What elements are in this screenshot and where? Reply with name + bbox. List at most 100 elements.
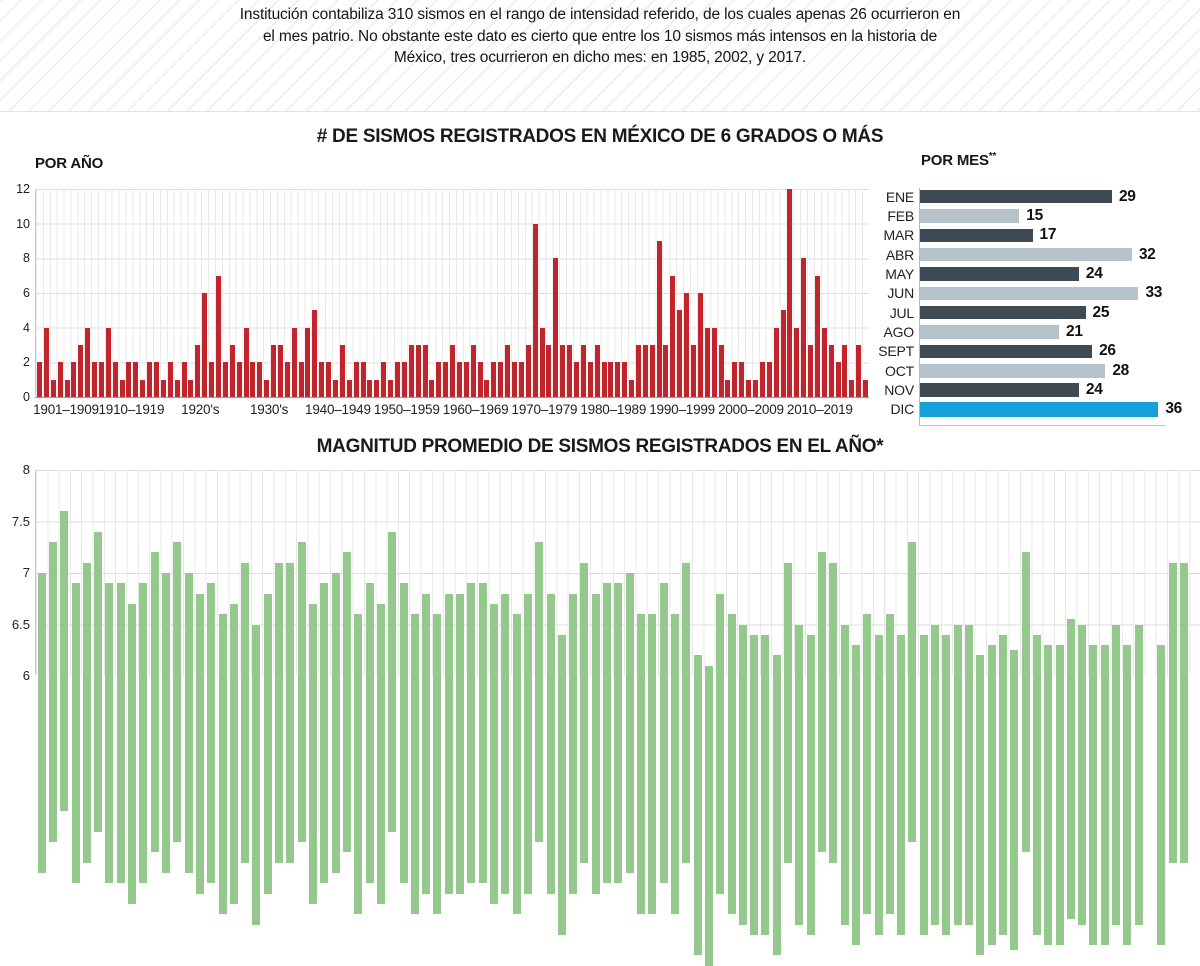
annual-bar-1975 [546, 345, 552, 397]
annual-ytick-0: 0 [23, 390, 30, 404]
month-value-may: 24 [1085, 265, 1103, 283]
annual-bar-2005 [752, 379, 758, 397]
magnitude-bar-1949 [580, 562, 589, 863]
annual-bar-1993 [670, 275, 676, 397]
magnitude-bar-1908 [116, 583, 125, 884]
annual-bar-2002 [732, 362, 738, 397]
annual-bar-1914 [126, 362, 132, 397]
magnitude-bar-1967 [784, 562, 793, 863]
month-bar-mar [920, 228, 1033, 243]
magnitude-bar-1919 [241, 562, 250, 863]
annual-decade-label-1: 1901–1909 [33, 402, 99, 417]
intro-line-2: el mes patrio. No obstante este dato es … [262, 27, 938, 45]
annual-bar-2010 [787, 189, 793, 397]
annual-bar-1981 [587, 362, 593, 397]
annual-bar-1920 [167, 362, 173, 397]
annual-bar-1909 [92, 362, 98, 397]
magnitude-bar-1988 [1021, 552, 1030, 853]
magnitude-bar-1901 [37, 573, 46, 873]
month-label-sept: SEPT [878, 343, 914, 360]
month-bar-may [920, 267, 1079, 281]
magnitude-bar-1946 [546, 593, 555, 894]
magnitude-bar-1975 [874, 634, 883, 935]
annual-bar-2008 [773, 327, 779, 397]
annual-bar-1935 [271, 345, 277, 397]
annual-bar-1977 [560, 345, 566, 397]
annual-bar-2016 [828, 345, 834, 397]
annual-bar-1964 [470, 345, 476, 397]
annual-bar-2009 [780, 310, 786, 397]
annual-bar-1952 [388, 379, 394, 397]
annual-bar-1930 [236, 362, 242, 397]
annual-decade-label-6: 1950–1959 [373, 402, 440, 417]
intro-text: Institución contabiliza 310 sismos en el… [0, 4, 1200, 69]
month-row-dic: DIC 36 [856, 400, 1200, 419]
annual-decade-label-7: 1960–1969 [442, 402, 509, 417]
magnitude-bar-1954 [637, 614, 646, 915]
annual-bar-1995 [684, 293, 690, 397]
month-row-jun: JUN 33 [856, 284, 1200, 303]
magnitude-bar-1997 [1123, 645, 1132, 946]
annual-bar-1915 [133, 362, 139, 397]
annual-bar-2018 [842, 345, 848, 397]
month-label-dic: DIC [890, 401, 914, 418]
annual-bar-1973 [532, 223, 538, 397]
magnitude-bar-1959 [693, 655, 702, 956]
annual-decade-label-8: 1970–1979 [511, 402, 578, 417]
annual-bar-1929 [229, 345, 235, 397]
month-bar-dic [920, 401, 1159, 417]
month-bar-ago [920, 325, 1060, 339]
month-row-oct: OCT 28 [856, 361, 1200, 380]
magnitude-bar-1932 [388, 531, 397, 832]
magnitude-bar-1984 [976, 655, 985, 956]
magnitude-bar-1913 [173, 542, 182, 843]
annual-bar-1998 [704, 327, 710, 397]
magnitude-bar-1976 [885, 614, 894, 915]
annual-bar-1937 [284, 362, 290, 397]
annual-bar-1902 [43, 327, 49, 397]
annual-bar-1939 [298, 362, 304, 397]
magnitude-bar-1940 [478, 583, 487, 884]
annual-bar-1989 [642, 345, 648, 397]
annual-bar-2013 [808, 345, 814, 397]
magnitude-bar-1968 [795, 624, 804, 925]
magnitude-bar-1981 [942, 634, 951, 935]
month-row-sept: SEPT 26 [856, 342, 1200, 361]
annual-bar-1932 [250, 362, 256, 397]
annual-bar-1917 [147, 362, 153, 397]
annual-bar-1976 [553, 258, 559, 397]
annual-bar-2004 [746, 379, 752, 397]
annual-bar-1934 [264, 379, 270, 397]
annual-bar-1923 [188, 379, 194, 397]
month-label-feb: FEB [887, 208, 914, 225]
month-row-jul: JUL 25 [856, 303, 1200, 322]
magnitude-bar-1928 [342, 552, 351, 853]
month-value-nov: 24 [1085, 381, 1103, 399]
magnitude-bar-1962 [727, 614, 736, 915]
magnitude-bar-1926 [320, 583, 329, 884]
annual-bar-1996 [691, 345, 696, 397]
annual-bar-1972 [525, 345, 531, 397]
annual-bar-2006 [759, 362, 765, 397]
annual-bar-1941 [312, 310, 318, 397]
month-bar-jun [920, 286, 1139, 301]
annual-bar-1967 [491, 362, 497, 397]
magnitude-bar-1951 [603, 583, 612, 884]
month-row-ene: ENE 29 [856, 187, 1200, 206]
annual-bar-1978 [567, 345, 573, 397]
magnitude-bar-1972 [840, 624, 849, 925]
magnitude-bar-1950 [591, 593, 600, 894]
annual-bar-1982 [594, 345, 600, 397]
annual-bar-1960 [443, 362, 449, 397]
magnitude-bar-1960 [704, 665, 713, 966]
magnitude-bar-1973 [851, 645, 860, 946]
magnitude-bar-1995 [1100, 645, 1109, 946]
magnitude-bar-1987 [1010, 650, 1019, 951]
hatched-banner [0, 0, 1200, 112]
magnitude-ytick-7: 7 [22, 565, 30, 580]
annual-bar-1916 [140, 379, 146, 397]
magnitude-ytick-6: 6 [22, 668, 30, 683]
month-label-ago: AGO [883, 324, 914, 341]
annual-ytick-10: 10 [16, 216, 30, 231]
